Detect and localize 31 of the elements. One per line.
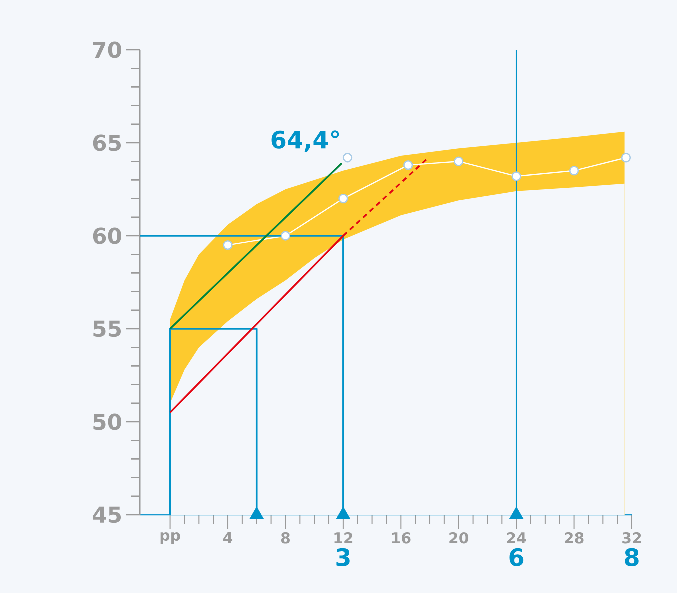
point <box>404 160 414 170</box>
annotation: 64,4° <box>272 130 340 152</box>
point <box>454 156 464 166</box>
y-tick-label: 70 <box>94 42 122 58</box>
y-tick-label: 55 <box>94 320 122 338</box>
x-tick-label: 12 <box>334 532 353 544</box>
x2-tick-label: 3 <box>336 548 350 566</box>
point <box>512 172 522 182</box>
point <box>342 153 353 163</box>
point <box>569 166 580 176</box>
x-tick-label: 32 <box>622 532 642 544</box>
x2-tick-label: 8 <box>625 548 639 566</box>
x-tick-label: 28 <box>565 532 584 544</box>
point <box>336 506 351 520</box>
y-tick-label: 60 <box>93 228 122 244</box>
point <box>509 506 524 520</box>
x-tick-label: 24 <box>507 532 526 544</box>
point <box>338 194 348 204</box>
y-tick-label: 45 <box>93 506 122 524</box>
x-tick-label: pp <box>160 532 180 544</box>
point <box>223 240 233 250</box>
x-tick-label: 20 <box>450 532 469 544</box>
x2-tick-label: 6 <box>510 548 524 566</box>
point <box>621 153 632 163</box>
x-tick-label: 4 <box>223 532 233 544</box>
y-tick-label: 50 <box>94 414 122 430</box>
y-tick-label: 65 <box>93 134 122 152</box>
point <box>250 506 264 520</box>
point <box>280 231 291 241</box>
x-tick-label: 8 <box>281 532 290 544</box>
x-tick-label: 16 <box>392 532 411 544</box>
